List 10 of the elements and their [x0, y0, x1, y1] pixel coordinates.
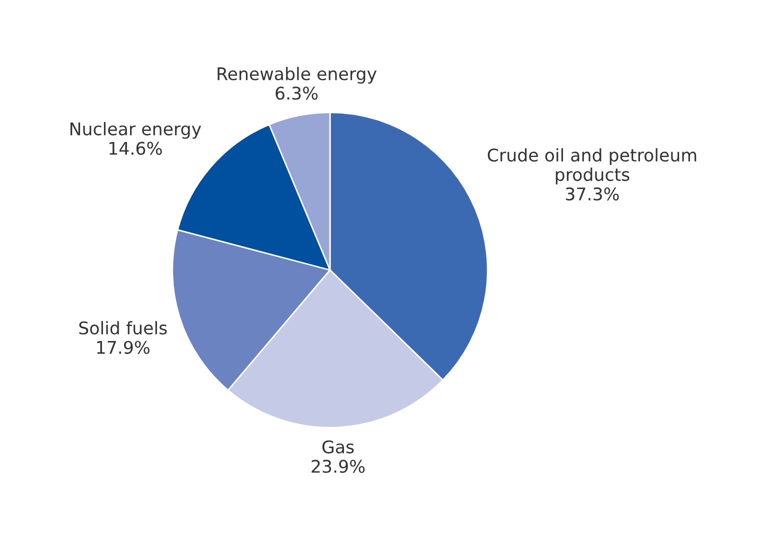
slice-label: Gas: [322, 440, 354, 454]
slice-label: Renewable energy: [218, 66, 377, 84]
slice-label: Crude oil and petroleum products: [488, 148, 696, 184]
data-label: 6.3%: [276, 86, 318, 100]
data-label: 23.9%: [312, 460, 365, 473]
data-label: 37.3%: [566, 187, 619, 201]
slice-label: Nuclear energy: [70, 122, 202, 139]
data-label: 14.6%: [110, 142, 162, 155]
slice-label: Solid fuels: [79, 321, 167, 335]
data-label: 17.9%: [97, 340, 150, 354]
